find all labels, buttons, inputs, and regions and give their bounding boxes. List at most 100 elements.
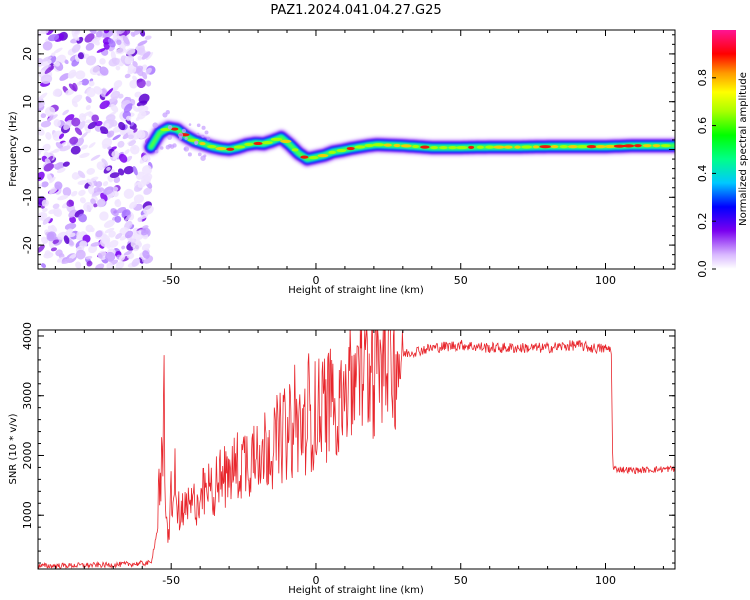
noise-blob	[64, 59, 69, 65]
noise-blob	[127, 64, 137, 74]
noise-blob	[85, 119, 92, 124]
noise-blob	[110, 90, 121, 99]
noise-blob	[52, 203, 60, 209]
trace-hotspot	[634, 144, 642, 148]
noise-blob	[106, 189, 113, 195]
noise-blob	[53, 47, 63, 54]
trace-speckle	[206, 136, 211, 141]
noise-blob	[95, 230, 103, 238]
trace-speckle	[194, 140, 199, 145]
trace-speckle	[167, 135, 173, 140]
noise-blob	[89, 65, 102, 75]
noise-blob	[40, 120, 52, 128]
noise-blob	[115, 65, 121, 71]
noise-blob	[142, 250, 150, 259]
trace-hotspot	[448, 145, 457, 150]
trace-speckle	[188, 123, 192, 126]
snr-frame	[37, 329, 676, 570]
noise-blob	[99, 211, 109, 221]
noise-blob	[67, 69, 77, 79]
snr-x-tick-label: 100	[595, 574, 616, 587]
noise-blob	[66, 199, 74, 207]
spectrogram-x-tick-label: 100	[595, 274, 616, 287]
noise-blob	[50, 247, 57, 252]
colorbar-label: Normalized spectral amplitude	[738, 72, 749, 226]
noise-blob	[59, 145, 71, 152]
trace-speckle	[154, 149, 159, 154]
noise-blob	[90, 154, 101, 161]
trace-hotspot	[595, 145, 607, 149]
trace-speckle	[201, 125, 206, 130]
trace-hotspot	[476, 145, 484, 149]
noise-blob	[52, 148, 61, 153]
spectrogram-y-tick-label: -10	[21, 188, 34, 206]
noise-blob	[54, 181, 63, 190]
noise-blob	[48, 218, 53, 224]
trace-hotspot	[354, 145, 366, 149]
noise-blob	[78, 213, 87, 223]
trace-hotspot	[226, 147, 235, 151]
noise-blob	[63, 235, 70, 245]
noise-blob	[96, 187, 105, 193]
trace-hotspot	[207, 145, 217, 149]
trace-hotspot	[383, 143, 392, 147]
noise-blob	[52, 88, 62, 97]
trace-speckle	[159, 146, 164, 150]
noise-blob	[77, 180, 88, 185]
spectrogram-y-tick-label: 0	[21, 146, 34, 153]
trace-speckle	[201, 134, 205, 138]
noise-blob	[41, 263, 47, 269]
trace-hotspot	[372, 143, 385, 147]
trace-speckle	[152, 122, 159, 128]
noise-blob	[81, 131, 88, 139]
noise-blob	[141, 243, 151, 251]
noise-blob	[123, 103, 133, 113]
noise-blob	[42, 216, 51, 225]
trace-hotspot	[660, 144, 671, 148]
colorbar: 0.0 0.2 0.4 0.6 0.8 Normalized spectral ampl…	[696, 30, 749, 278]
noise-blob	[102, 181, 109, 187]
trace-speckle	[184, 136, 188, 141]
trace-speckle	[165, 110, 170, 115]
noise-blob	[40, 74, 53, 84]
noise-blob	[71, 43, 81, 53]
noise-blob	[132, 61, 138, 67]
noise-blob	[101, 234, 111, 245]
trace-speckle	[200, 155, 206, 161]
noise-blob	[86, 260, 93, 267]
noise-blob	[127, 134, 134, 140]
trace-hotspot	[336, 148, 347, 153]
noise-blob	[111, 150, 119, 158]
trace-hotspot	[244, 142, 254, 146]
noise-blob	[41, 199, 49, 207]
noise-blob	[136, 67, 144, 77]
noise-blob	[128, 140, 137, 147]
noise-blob	[76, 81, 83, 86]
noise-blob	[124, 55, 134, 65]
snr-x-tick-label: -50	[162, 574, 180, 587]
noise-blob	[58, 133, 65, 139]
noise-blob	[56, 256, 66, 263]
trace-hotspot	[215, 147, 227, 151]
noise-blob	[78, 113, 87, 122]
trace-speckle	[187, 152, 192, 157]
trace-hotspot	[514, 145, 521, 149]
noise-blob	[45, 131, 52, 140]
noise-blob	[38, 92, 48, 100]
noise-blob	[64, 114, 75, 122]
noise-blob	[80, 144, 88, 150]
noise-blob	[106, 166, 111, 171]
noise-blob	[90, 241, 101, 247]
noise-blob	[118, 153, 128, 163]
snr-x-ticks: -50 0 50 100	[54, 330, 664, 587]
spectrogram-panel: -50 0 50 100 -20 -10 0 10 20 Height of straight…	[8, 29, 676, 296]
noise-blob	[137, 179, 148, 188]
colorbar-tick-label: 0.4	[696, 165, 709, 183]
noise-blob	[112, 134, 121, 141]
noise-blob	[85, 42, 95, 51]
noise-blob	[144, 35, 152, 40]
trace-speckle	[181, 128, 187, 133]
trace-speckle	[204, 130, 209, 135]
noise-blob	[106, 262, 115, 269]
noise-blob	[105, 114, 116, 122]
